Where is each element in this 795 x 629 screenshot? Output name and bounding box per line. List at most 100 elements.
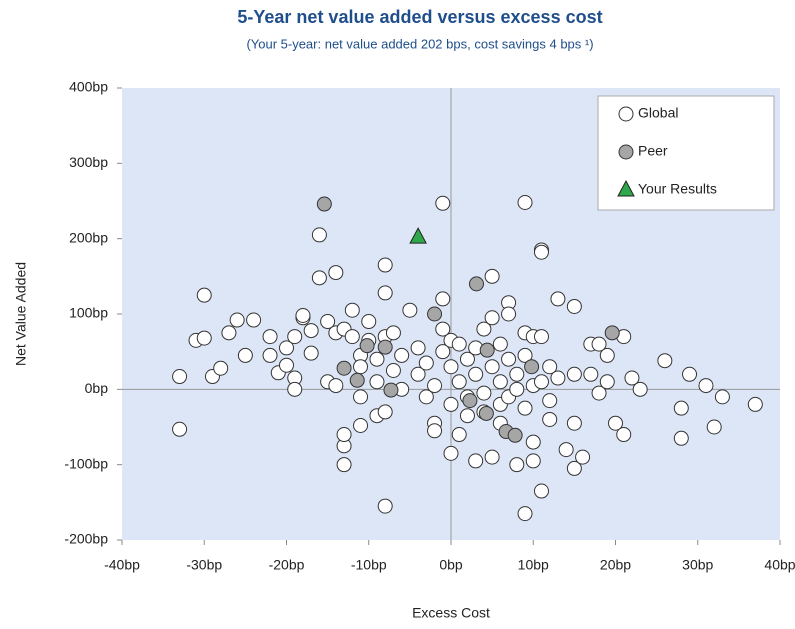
marker [262,347,278,363]
marker [517,347,533,363]
marker [369,351,385,367]
x-axis-label: Excess Cost [412,605,490,621]
marker [542,359,558,375]
marker [303,345,319,361]
marker [492,336,508,352]
marker [336,360,352,376]
marker [344,329,360,345]
marker [427,423,443,439]
series [172,195,763,522]
marker [478,405,494,421]
marker [517,400,533,416]
marker [533,483,549,499]
marker [698,378,714,394]
marker [353,359,369,375]
legend-label: Peer [638,143,668,159]
marker [287,329,303,345]
x-tick-label: 20bp [600,557,631,573]
marker [336,457,352,473]
x-tick-label: -20bp [269,557,305,573]
marker [435,291,451,307]
marker [558,442,574,458]
marker [566,366,582,382]
x-tick-label: -30bp [186,557,222,573]
marker [336,427,352,443]
marker [462,393,478,409]
legend-marker [617,179,635,197]
marker [409,227,427,244]
marker [262,329,278,345]
marker [320,314,336,330]
marker [542,411,558,427]
marker [591,336,607,352]
marker [468,276,484,292]
marker [583,366,599,382]
y-tick-label: 300bp [69,154,108,170]
legend-label: Your Results [638,181,717,197]
chart-subtitle: (Your 5-year: net value added 202 bps, c… [246,36,593,51]
marker [509,381,525,397]
chart-title: 5-Year net value added versus excess cos… [237,7,602,27]
marker [682,366,698,382]
marker [344,302,360,318]
marker [459,408,475,424]
marker [328,265,344,281]
marker [599,347,615,363]
y-tick-label: -200bp [64,531,108,547]
marker [443,396,459,412]
marker [410,366,426,382]
marker [673,430,689,446]
legend-marker [618,106,634,122]
marker [451,374,467,390]
marker [196,330,212,346]
marker [484,359,500,375]
marker [599,374,615,390]
x-tick-label: -40bp [104,557,140,573]
marker [550,370,566,386]
marker [246,312,262,328]
marker [279,357,294,373]
marker [484,268,500,284]
marker [608,415,623,431]
marker [443,445,459,461]
legend-marker [618,144,634,160]
marker [747,396,763,412]
marker [566,415,582,431]
marker [616,427,632,443]
marker [517,195,533,211]
marker [468,366,484,382]
y-tick-label: 0bp [85,380,109,396]
marker [427,378,443,394]
legend-label: Global [638,105,678,121]
marker [501,351,517,367]
marker [525,434,541,450]
marker [673,400,689,416]
marker [359,338,375,354]
y-tick-label: 200bp [69,229,108,245]
marker [377,257,393,273]
x-tick-label: 30bp [682,557,713,573]
marker [369,374,385,390]
marker [385,363,401,378]
marker [459,351,475,367]
marker [484,310,500,326]
x-tick-label: 0bp [439,557,463,573]
marker [542,393,558,409]
y-axis-label: Net Value Added [13,262,29,366]
marker [550,291,566,307]
marker [435,344,451,360]
marker [287,381,303,397]
marker [229,312,245,328]
marker [394,347,410,363]
marker [237,347,253,363]
marker [328,378,344,394]
series [316,196,620,443]
marker [443,359,459,375]
marker [476,385,492,401]
marker [410,340,426,356]
marker [427,306,443,322]
series [409,227,427,244]
marker [575,449,591,465]
x-tick-label: -10bp [351,557,387,573]
